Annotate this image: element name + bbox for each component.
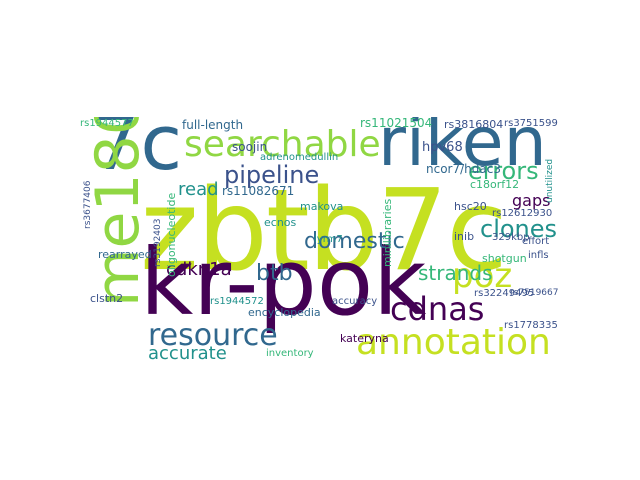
word-annotation: annotation (356, 322, 551, 363)
word-gaps: gaps (512, 191, 551, 210)
word-c18orf12: c18orf12 (470, 178, 520, 191)
word-encyclopedia: encyclopedia (248, 306, 321, 319)
word-rs12612930: rs12612930 (492, 208, 553, 219)
word-soojin: soojin (232, 140, 268, 154)
word-pipeline: pipeline (224, 161, 320, 189)
word-rearrayed: rearrayed (98, 248, 152, 261)
word-accurate: accurate (148, 343, 227, 363)
word-resource: resource (148, 318, 278, 353)
word-rs32249495: rs32249495 (474, 288, 535, 299)
word-errors: errors (468, 157, 539, 185)
word-rs3816804: rs3816804 (444, 118, 504, 131)
word-searchable: searchable (184, 124, 381, 165)
word-inib: inib (454, 230, 475, 243)
word-7c: 7c (92, 117, 183, 187)
word-rs3677406: rs3677406 (83, 180, 93, 229)
word-zbtb7c: zbtb7c (140, 166, 508, 296)
word-329kbp: 329kbp (492, 232, 530, 243)
word-hsc20: hsc20 (454, 200, 487, 213)
word-makova: makova (300, 200, 344, 213)
word-rs1778335: rs1778335 (504, 320, 558, 331)
word-btb: btb (256, 261, 293, 286)
word-rs7519667: rs7519667 (510, 288, 559, 298)
word-shotgun: shotgun (482, 252, 527, 265)
word-rs1944577: rs1944577 (80, 118, 134, 129)
word-me180: me180 (83, 117, 153, 307)
word-cdkn1a: cdkn1a (166, 259, 232, 280)
word-cdnas: cdnas (390, 290, 485, 328)
word-ncor7-hdac3: ncor7/hdac3 (426, 162, 501, 176)
word-unutilized: unutilized (545, 158, 555, 203)
word-rs1944572: rs1944572 (210, 296, 264, 307)
word-infls: infls (528, 250, 549, 261)
word-rs3192403: rs3192403 (153, 218, 163, 267)
word-effort: effort (522, 236, 550, 247)
word-accuracy: accuracy (332, 296, 378, 307)
word-kateryna: kateryna (340, 332, 389, 345)
word-poz: poz (452, 256, 513, 296)
word-rs3751599: rs3751599 (504, 118, 558, 129)
word-lyrm7: lyrm7 (314, 234, 343, 245)
word-read: read (178, 179, 219, 200)
word-minilibraries: minilibraries (381, 198, 394, 267)
word-full-length: full-length (182, 118, 244, 132)
word-strands: strands (418, 261, 493, 285)
word-domestic: domestic (304, 229, 405, 254)
word-ecnos: ecnos (264, 216, 297, 229)
word-adrenomedullin: adrenomedullin (260, 152, 339, 163)
word-rs11082671: rs11082671 (222, 184, 295, 198)
word-clstn2: clstn2 (90, 292, 124, 305)
word-hpv68: hpv68 (422, 140, 463, 155)
word-oligonucleotide: oligonucleotide (165, 192, 178, 277)
word-cloud: zbtb7c kr-pok 7c riken me180 annotation … (80, 117, 560, 363)
word-clones: clones (480, 215, 558, 243)
word-rs11021504: rs11021504 (360, 117, 433, 130)
word-inventory: inventory (266, 348, 314, 359)
word-riken: riken (378, 117, 547, 182)
word-kr-pok: kr-pok (140, 229, 427, 336)
